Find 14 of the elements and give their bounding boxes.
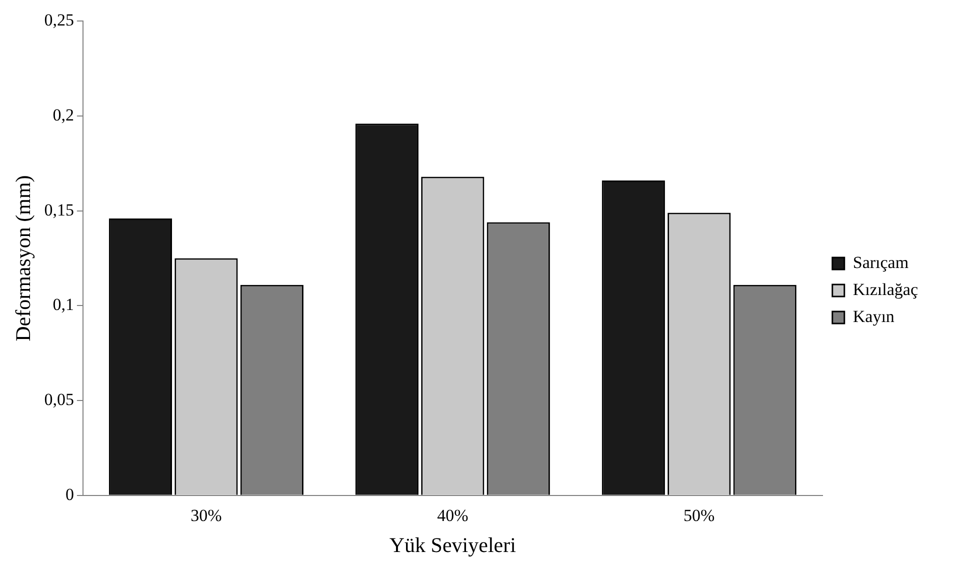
legend-label: Sarıçam <box>852 252 909 272</box>
y-tick-label: 0,1 <box>52 295 74 314</box>
legend-label: Kızılağaç <box>852 280 918 299</box>
x-axis-title: Yük Seviyeleri <box>389 532 516 557</box>
x-tick-label: 40% <box>437 506 468 526</box>
y-axis-title: Deformasyon (mm) <box>11 175 36 342</box>
y-tick-label: 0 <box>65 484 74 504</box>
y-tick-label: 0,15 <box>44 200 74 220</box>
y-tick-label: 0,25 <box>44 10 74 30</box>
legend-label: Kayın <box>852 306 895 326</box>
y-tick-label: 0,05 <box>44 390 74 410</box>
x-tick-label: 50% <box>684 506 715 526</box>
y-tick-label: 0,2 <box>52 106 74 125</box>
x-tick-label: 30% <box>190 506 222 526</box>
